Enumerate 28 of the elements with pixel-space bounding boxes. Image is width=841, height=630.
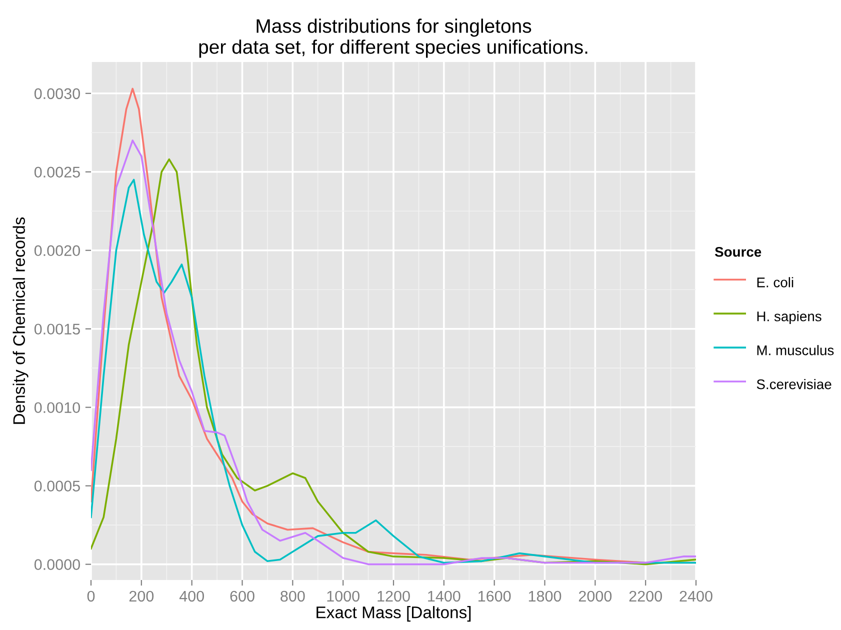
x-tick-label: 2000 [578, 590, 612, 602]
x-tick-label: 2200 [629, 590, 662, 602]
x-axis-title: Exact Mass [Daltons] [316, 606, 471, 622]
legend-label: M. musculus [757, 345, 834, 356]
y-tick-label: 0.0010 [34, 402, 80, 414]
y-tick-label: 0.0015 [34, 324, 80, 335]
y-tick-label: 0.0020 [34, 245, 80, 256]
y-tick-label: 0.0025 [34, 166, 80, 178]
x-tick-label: 600 [230, 590, 254, 602]
legend-label: S.cerevisiae [756, 379, 832, 390]
legend-title: Source [714, 246, 762, 257]
y-axis-title: Density of Chemical records [12, 217, 28, 424]
legend-label: E. coli [757, 277, 794, 288]
y-tick-label: 0.0030 [34, 88, 80, 100]
x-tick-label: 800 [280, 590, 305, 602]
x-tick-label: 200 [129, 590, 154, 602]
x-tick-label: 1000 [327, 590, 360, 602]
x-tick-label: 1200 [378, 590, 410, 602]
x-tick-label: 1400 [428, 590, 460, 602]
legend-label: H. sapiens [757, 311, 822, 324]
x-tick-label: 1600 [478, 590, 511, 602]
x-tick-label: 1800 [528, 590, 562, 602]
chart-title: Mass distributions for singletons per data set, for different species unifications. [199, 18, 588, 58]
y-tick-label: 0.0005 [34, 480, 80, 492]
x-tick-label: 2400 [680, 590, 712, 602]
x-tick-label: 0 [87, 590, 95, 602]
y-tick-label: 0.0000 [34, 559, 80, 570]
x-tick-label: 400 [179, 590, 204, 602]
